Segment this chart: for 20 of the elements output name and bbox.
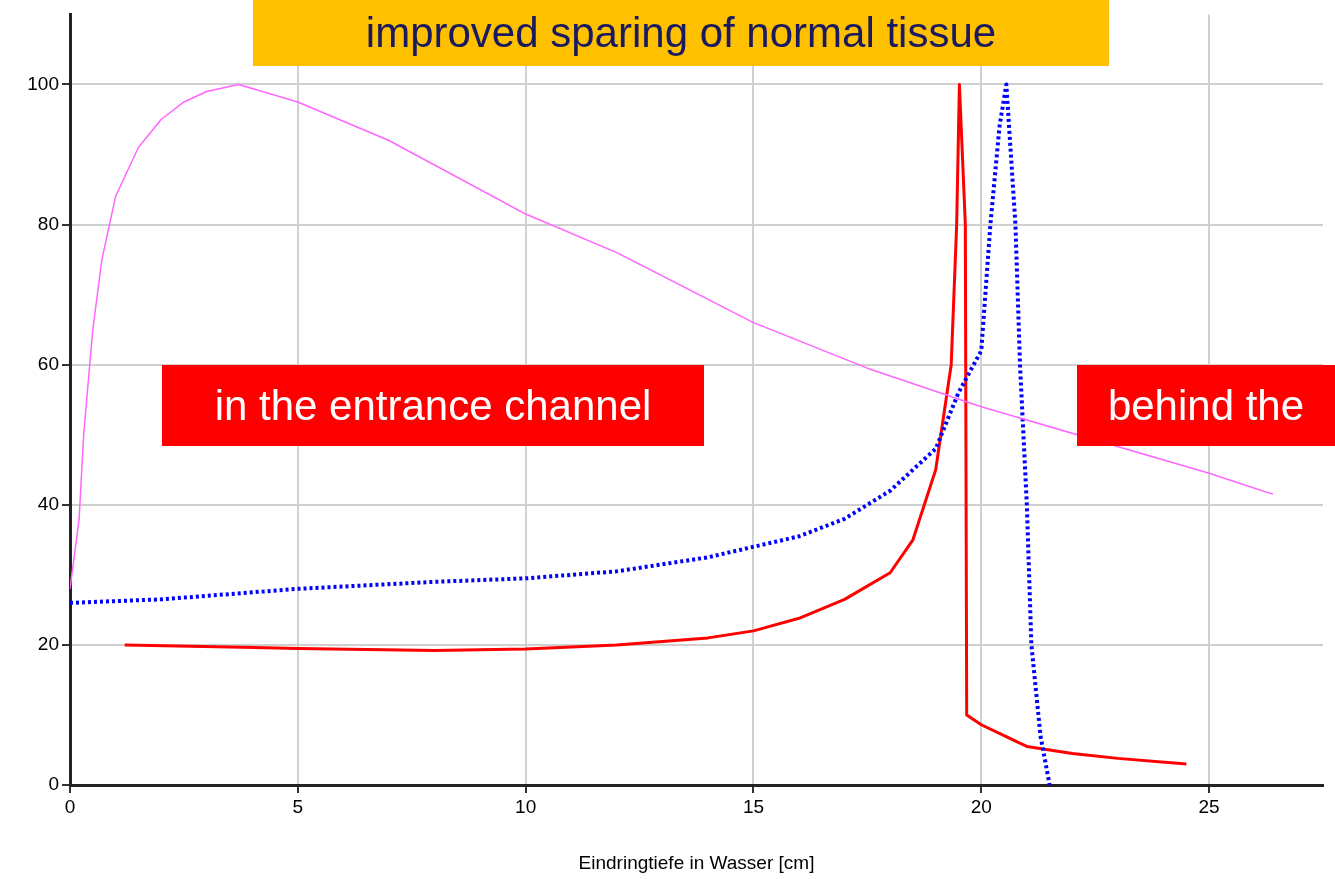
annotation: improved sparing of normal tissue [365,9,997,57]
annotation: in the entrance channel [214,381,652,430]
label-box: improved sparing of normal tissue [253,0,1109,66]
x-axis-title: Eindringtiefe in Wasser [cm] [578,851,815,873]
line-series [70,82,1052,785]
y-tick-label: 0 [48,773,59,795]
y-tick-label: 40 [37,493,59,515]
annotation: behind the [1107,381,1305,430]
x-tick-label: 25 [1198,795,1220,817]
x-tick-label: 10 [515,795,537,817]
x-tick-label: 5 [292,795,304,817]
y-tick-label: 20 [37,633,59,655]
label-box: in the entrance channel [162,365,704,446]
x-tick-label: 15 [742,795,765,817]
label-box: behind the [1077,365,1335,446]
y-tick-label: 60 [37,352,59,374]
x-tick-label: 20 [970,795,992,817]
y-tick-label: 80 [37,212,59,234]
y-tick-label: 100 [27,72,59,94]
x-tick-label: 0 [64,795,76,817]
